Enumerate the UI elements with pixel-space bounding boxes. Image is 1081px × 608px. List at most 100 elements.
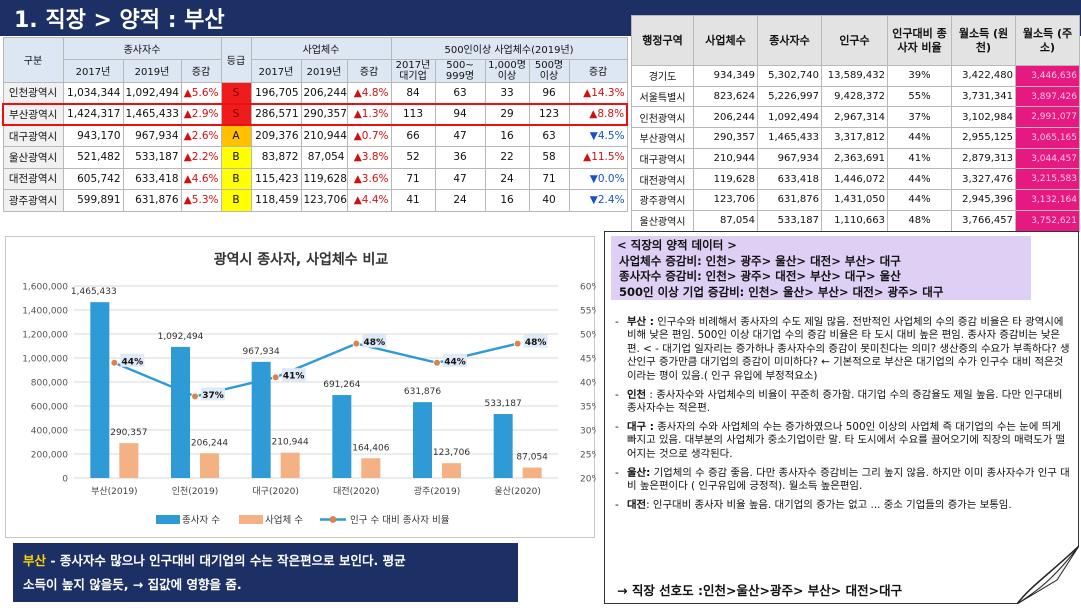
memo-item: 울산: 기업체의 수 증감 좋음. 다만 종사자수 증감비는 그리 높지 않음.… xyxy=(615,467,1070,494)
cell-l3: 33 xyxy=(484,81,530,104)
ratio-label-bg xyxy=(201,387,225,401)
ratio-point xyxy=(433,359,441,367)
memo-item-text: 종사자의 수와 사업체의 수는 증가하였으나 500인 이상의 사업체 즉 대기… xyxy=(627,420,1066,460)
cell-l2: 94 xyxy=(434,102,486,126)
income-header: 인구수 xyxy=(821,15,888,66)
table-row: 대구광역시 943,170 967,934 ▲2.6% A 209,376 210,944 ▲… xyxy=(2,124,628,147)
bar-businesses-label: 164,406 xyxy=(352,443,389,453)
memo-note: < 직장의 양적 데이터 > 사업체수 증감비: 인천> 광주> 울산> 대전>… xyxy=(604,231,1079,604)
memo-item-text: 인구수와 비례해서 종사자의 수도 제일 많음. 전반적인 사업체의 수의 증감… xyxy=(627,316,1070,382)
cell-l2: 63 xyxy=(434,81,486,104)
cell-b17: 196,705 xyxy=(250,81,302,104)
header-region: 구분 xyxy=(2,37,64,83)
header-businesses: 사업체수 xyxy=(250,37,392,60)
cell-l4: 58 xyxy=(528,146,570,169)
bar-employees xyxy=(413,402,432,478)
income-cell: 대구광역시 xyxy=(631,147,694,170)
bar-businesses-label: 87,054 xyxy=(516,453,548,463)
memo-summary-large: 500인 이상 기업 증감비: 인천> 울산> 부산> 대전> 광주> 대구 xyxy=(619,284,944,299)
chart-title: 광역시 종사자, 사업체수 비교 xyxy=(214,251,389,268)
legend-label-businesses: 사업체 수 xyxy=(265,514,303,526)
income-cell: 1,431,050 xyxy=(821,189,888,211)
bar-businesses-label: 290,357 xyxy=(110,428,147,438)
table-row: 인천광역시 206,244 1,092,494 2,967,314 37% 3,102,9… xyxy=(631,106,1080,129)
cell-b19: 123,706 xyxy=(300,189,348,212)
memo-item-label: 인천 xyxy=(627,388,647,401)
memo-conclusion: → 직장 선호도 :인천>울산>광주> 부산> 대전>대구 xyxy=(617,583,903,598)
income-header: 사업체수 xyxy=(693,15,758,66)
cell-l2: 36 xyxy=(434,146,486,169)
cell-ec: ▲5.3% xyxy=(180,189,222,212)
cell-b19: 119,628 xyxy=(300,167,348,190)
cell-b17: 209,376 xyxy=(250,124,302,147)
cell-l4: 63 xyxy=(528,124,570,147)
cell-e17: 1,034,344 xyxy=(62,81,124,104)
income-cell: 3,897,426 xyxy=(1015,85,1080,108)
income-cell: 967,934 xyxy=(757,147,822,170)
header-large-1000: 1,000명 이상 xyxy=(484,58,530,83)
cell-l3: 22 xyxy=(484,146,530,169)
cell-grade: B xyxy=(220,167,252,190)
table-row: 대전광역시 605,742 633,418 ▲4.6% B 115,423 119,628 ▲… xyxy=(2,167,628,190)
memo-item-label: 부산 : xyxy=(627,316,654,328)
income-cell: 2,955,125 xyxy=(951,127,1016,149)
cell-l4: 71 xyxy=(528,167,570,190)
memo-summary-title: < 직장의 양적 데이터 > xyxy=(617,238,737,252)
cell-lc: ▼0.0% xyxy=(568,167,628,190)
ratio-label-bg xyxy=(523,334,548,348)
income-cell: 2,879,313 xyxy=(951,147,1016,170)
cell-ec: ▲2.9% xyxy=(180,102,222,126)
x-tick: 부산(2019) xyxy=(91,486,138,497)
memo-summary-business: 사업체수 증감비: 인천> 광주> 울산> 대전> 부산> 대구 xyxy=(619,253,901,268)
table-row: 경기도 934,349 5,302,740 13,589,432 39% 3,422,48… xyxy=(631,65,1080,87)
income-cell: 290,357 xyxy=(693,127,758,149)
memo-item: 인천 : 종사자수와 사업체수의 비율이 꾸준히 증가함. 대기업 수의 증감율… xyxy=(615,389,1070,416)
cell-lc: ▲11.5% xyxy=(568,146,628,169)
income-cell: 서울특별시 xyxy=(631,85,694,108)
income-cell: 부산광역시 xyxy=(631,127,694,149)
income-cell: 55% xyxy=(887,85,952,108)
memo-summary-employees: 종사자수 증감비: 인천> 광주> 대전> 부산> 대구> 울산 xyxy=(619,269,901,283)
cell-grade: A xyxy=(220,124,252,147)
income-cell: 3,731,341 xyxy=(951,85,1016,108)
header-change: 증감 xyxy=(180,58,222,83)
cell-e17: 943,170 xyxy=(62,124,124,147)
income-cell: 경기도 xyxy=(631,65,694,87)
income-cell: 9,428,372 xyxy=(821,85,888,108)
income-cell: 울산광역시 xyxy=(631,209,694,232)
income-cell: 3,446,636 xyxy=(1015,65,1080,87)
table-row: 대전광역시 119,628 633,418 1,446,072 44% 3,327,476… xyxy=(631,168,1080,191)
memo-item-label: 대구 : xyxy=(627,420,654,433)
income-cell: 3,215,583 xyxy=(1015,168,1080,191)
header-year-2019: 2019년 xyxy=(122,58,182,83)
ratio-label: 44% xyxy=(444,357,466,367)
note-highlight: 부산 xyxy=(23,553,47,568)
bar-businesses-label: 210,944 xyxy=(272,438,309,448)
income-cell: 2,945,396 xyxy=(951,189,1016,211)
cell-bc: ▲3.8% xyxy=(346,146,392,169)
x-tick: 대구(2020) xyxy=(252,486,299,497)
header-change: 증감 xyxy=(568,58,628,83)
cell-l1: 52 xyxy=(390,146,436,169)
bar-employees xyxy=(171,346,190,478)
page-fold-icon xyxy=(1017,546,1079,604)
income-cell: 48% xyxy=(887,209,952,232)
ratio-label: 48% xyxy=(525,338,547,348)
cell-e19: 967,934 xyxy=(122,124,182,147)
cell-b17: 118,459 xyxy=(250,189,302,212)
bar-employees-label: 1,465,433 xyxy=(71,287,117,297)
cell-e19: 633,418 xyxy=(122,167,182,190)
cell-l1: 41 xyxy=(390,189,436,212)
chart-svg: 광역시 종사자, 사업체수 비교 0 20% 200,000 25% 400,000 30%… xyxy=(22,251,596,526)
cell-bc: ▲1.3% xyxy=(346,102,392,126)
income-cell: 5,226,997 xyxy=(757,85,822,108)
cell-grade: S xyxy=(220,102,252,126)
bar-employees xyxy=(251,361,271,478)
cell-ec: ▲5.6% xyxy=(180,81,222,104)
cell-e17: 605,742 xyxy=(62,167,124,190)
ratio-point xyxy=(513,339,522,348)
bar-employees-label: 631,876 xyxy=(404,387,441,397)
memo-summary: < 직장의 양적 데이터 > 사업체수 증감비: 인천> 광주> 울산> 대전>… xyxy=(611,236,1031,300)
income-cell: 823,624 xyxy=(693,85,758,108)
income-cell: 41% xyxy=(887,147,952,170)
